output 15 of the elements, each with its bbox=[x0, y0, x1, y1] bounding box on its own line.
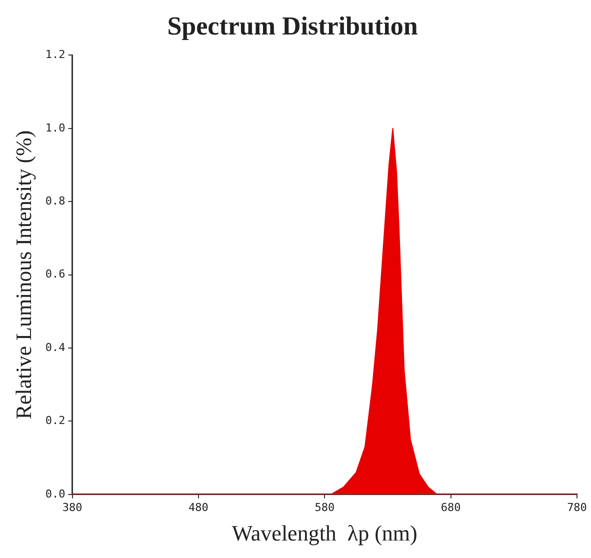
x-tick-label: 480 bbox=[188, 500, 208, 514]
y-tick-label: 1.0 bbox=[45, 121, 66, 134]
chart-title: Spectrum Distribution bbox=[167, 11, 418, 40]
x-tick-label: 780 bbox=[567, 500, 587, 514]
y-tick-label: 0.4 bbox=[45, 340, 66, 354]
x-axis-title: Wavelength λp (nm) bbox=[232, 520, 418, 546]
x-tick-label: 380 bbox=[62, 500, 82, 514]
y-tick-label: 0.8 bbox=[45, 194, 66, 208]
y-tick-label: 0.6 bbox=[45, 268, 66, 281]
y-tick-label: 1.2 bbox=[45, 48, 66, 62]
y-tick-label: 0.2 bbox=[45, 414, 66, 428]
y-tick-label: 0.0 bbox=[45, 487, 66, 500]
x-tick-label: 580 bbox=[314, 500, 335, 514]
x-tick-label: 680 bbox=[440, 500, 461, 514]
y-axis-title: Relative Luminous Intensity (%) bbox=[10, 130, 36, 420]
